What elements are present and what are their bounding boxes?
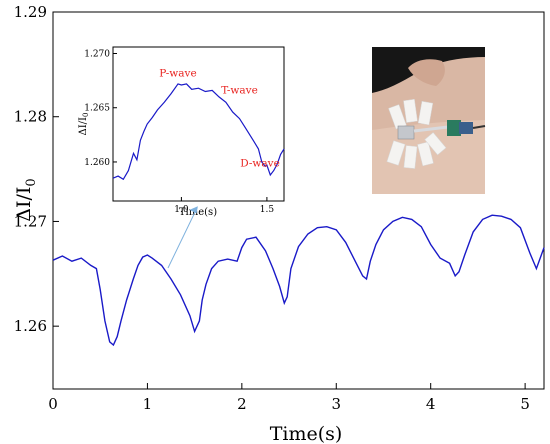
inset-series-line — [112, 83, 285, 181]
wave-annotation: P-wave — [159, 67, 196, 79]
callout-arrow — [167, 206, 198, 269]
x-tick-label: 5 — [520, 395, 530, 413]
y-tick-label: 1.29 — [14, 3, 47, 21]
x-axis-title: Time(s) — [270, 423, 343, 444]
series-line — [52, 214, 545, 347]
inset-y-tick-label: 1.265 — [84, 104, 110, 114]
inset-y-axis-title: ΔI/I0 — [78, 113, 90, 136]
y-tick-label: 1.28 — [14, 108, 47, 126]
wrist-sensor-photo — [372, 47, 486, 194]
x-axis-ticks: 0 1 2 3 4 5 — [48, 383, 530, 413]
wave-annotation: D-wave — [240, 157, 280, 169]
inset-x-tick-label: 1.0 — [174, 205, 189, 215]
inset-annotations: P-wave T-wave D-wave — [159, 67, 280, 169]
inset-frame — [112, 46, 285, 202]
x-tick-label: 3 — [331, 395, 341, 413]
x-tick-label: 2 — [237, 395, 247, 413]
y-tick-label: 1.27 — [14, 212, 47, 230]
inset-x-tick-label: 1.5 — [260, 205, 275, 215]
inset-y-ticks: 1.260 1.265 1.270 — [84, 50, 117, 168]
wave-annotation: T-wave — [221, 85, 258, 97]
inset-y-tick-label: 1.260 — [84, 158, 110, 168]
svg-text:ΔI/I0: ΔI/I0 — [78, 113, 90, 136]
x-tick-label: 0 — [48, 395, 58, 413]
inset-y-tick-label: 1.270 — [84, 50, 110, 60]
x-tick-label: 4 — [426, 395, 436, 413]
y-axis-ticks: 1.26 1.27 1.28 1.29 — [14, 3, 59, 335]
plot-frame — [52, 11, 545, 390]
inset-x-axis-title: Time(s) — [179, 207, 217, 218]
x-tick-label: 1 — [143, 395, 153, 413]
inset-chart: 1.0 1.5 1.260 1.265 1.270 P-wave T-wave D-wav… — [78, 46, 285, 218]
inset-x-ticks: 1.0 1.5 — [174, 197, 274, 215]
y-tick-label: 1.26 — [14, 317, 47, 335]
